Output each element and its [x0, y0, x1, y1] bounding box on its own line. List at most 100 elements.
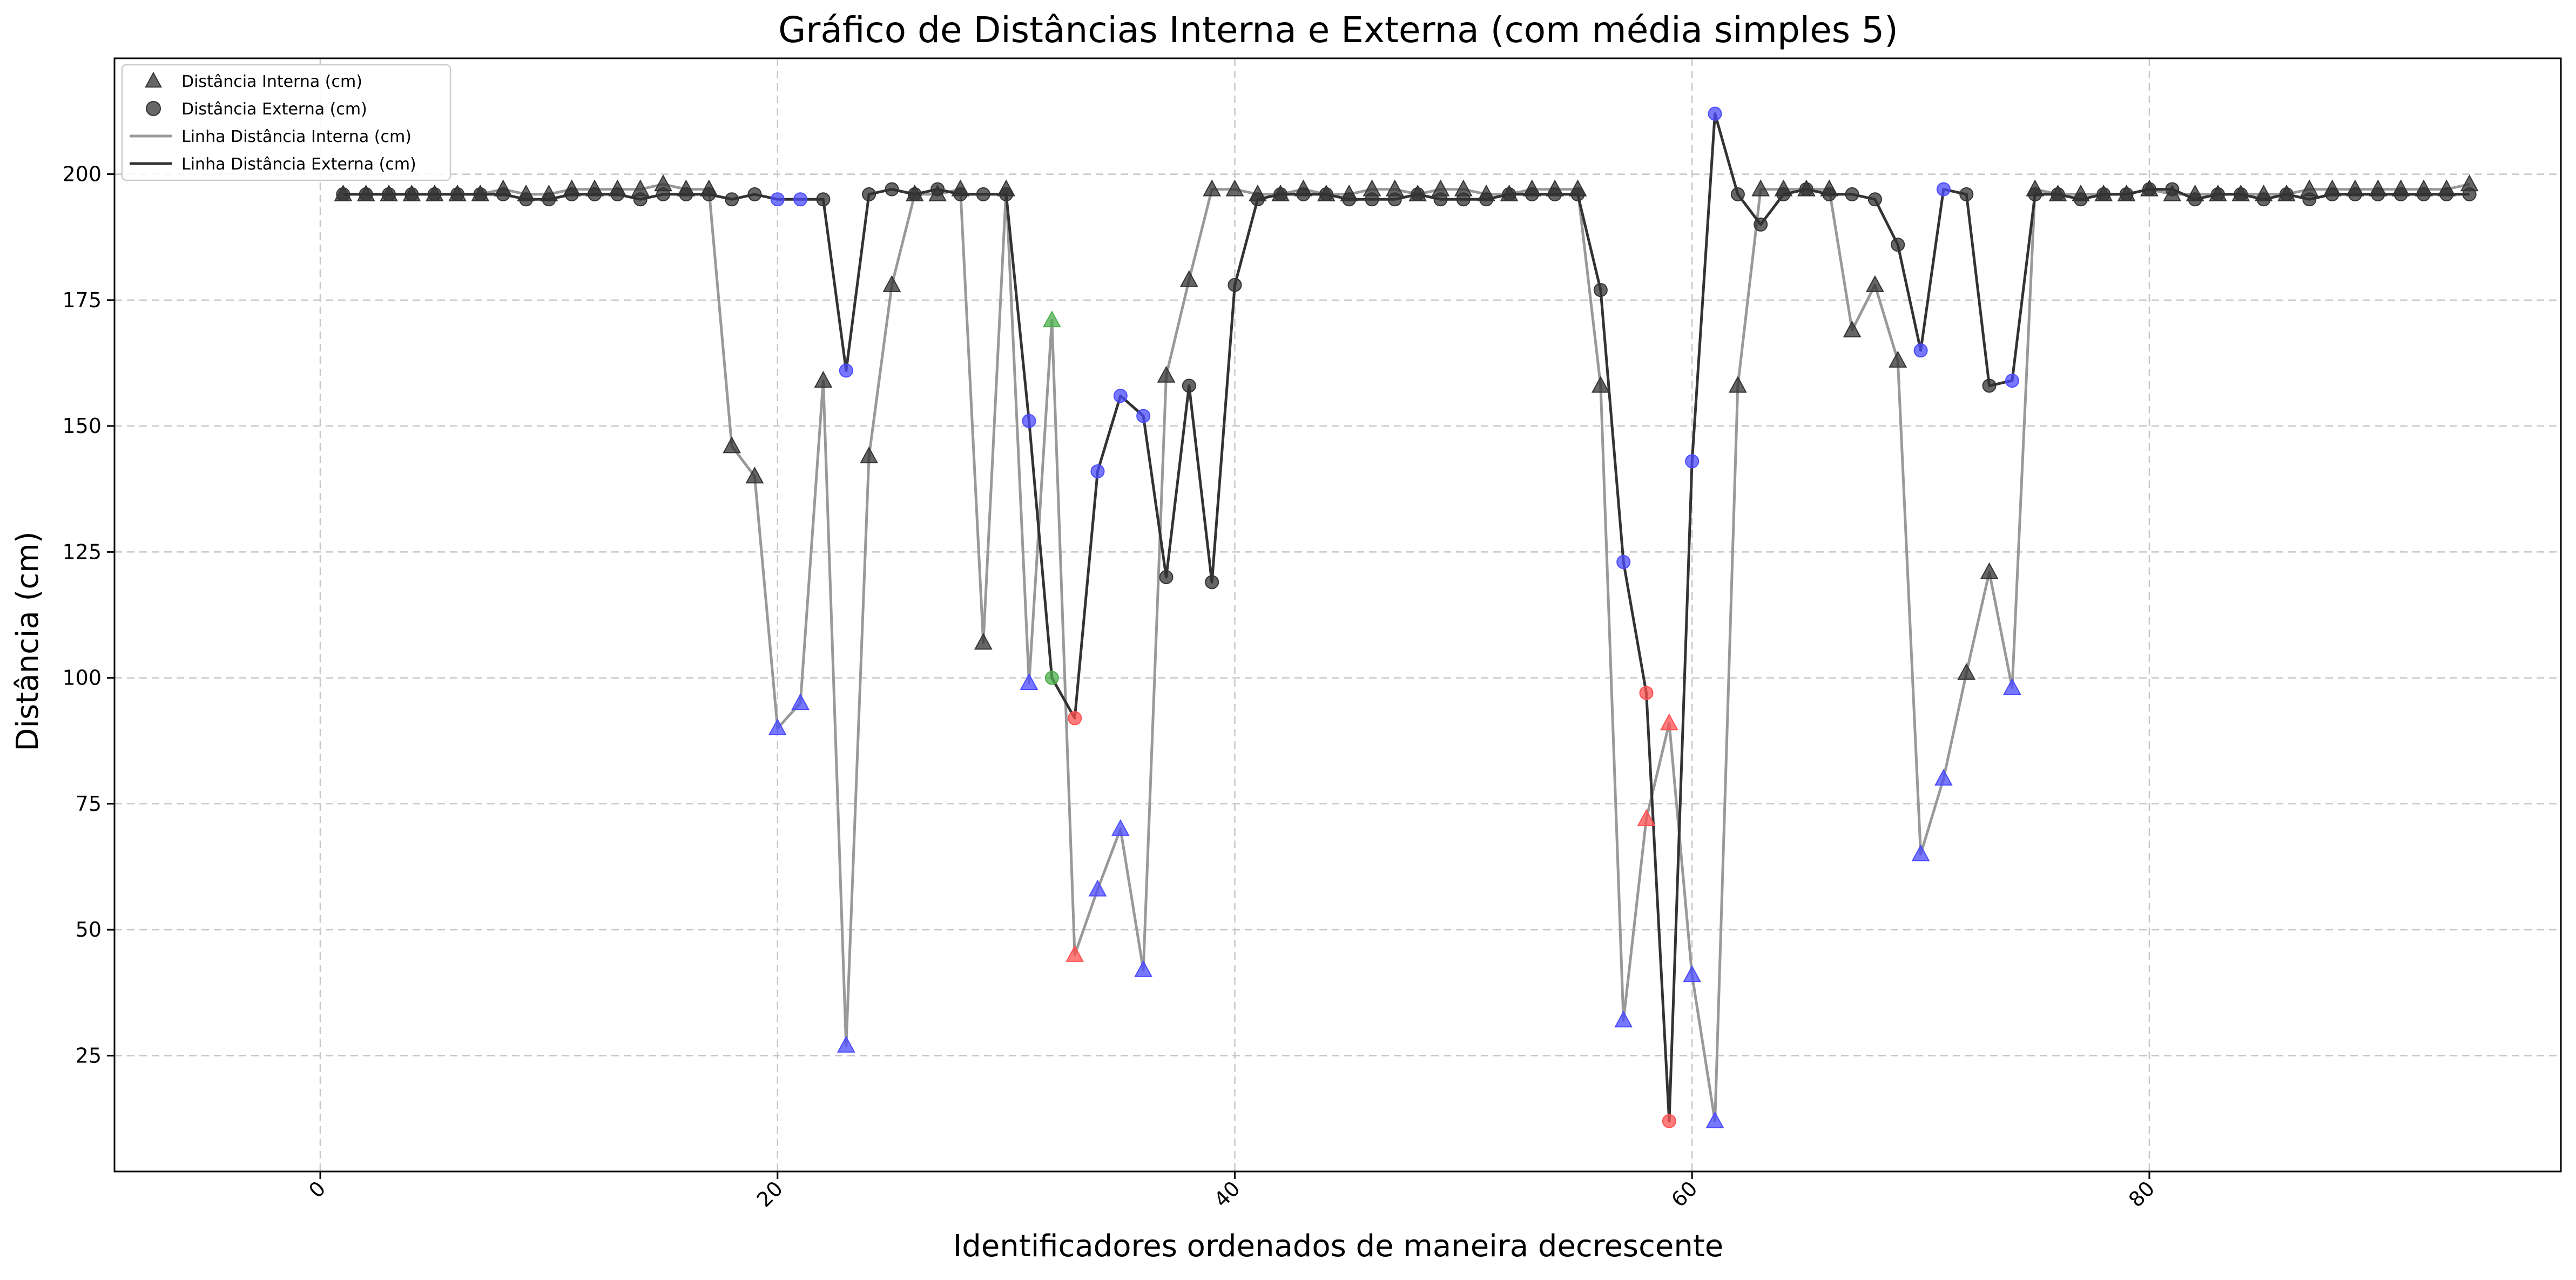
marker-externa — [702, 187, 716, 201]
marker-externa — [747, 187, 762, 201]
y-tick-label: 125 — [62, 540, 102, 564]
legend-label-externa-line: Linha Distância Externa (cm) — [181, 155, 416, 174]
marker-externa — [1411, 187, 1425, 201]
marker-externa — [885, 182, 899, 197]
marker-externa — [1913, 343, 1928, 358]
marker-externa — [2348, 187, 2362, 201]
marker-interna — [1134, 960, 1153, 977]
marker-externa — [976, 187, 990, 201]
y-tick-label: 200 — [62, 162, 102, 186]
marker-externa — [2096, 187, 2111, 201]
marker-interna — [814, 371, 833, 388]
y-tick-label: 100 — [62, 666, 102, 690]
marker-externa — [1205, 575, 1219, 590]
marker-externa — [2210, 187, 2225, 201]
marker-externa — [2073, 192, 2088, 207]
marker-externa — [1730, 187, 1745, 201]
marker-externa — [1113, 389, 1128, 403]
y-tick-label: 25 — [76, 1044, 102, 1067]
legend-label-interna-line: Linha Distância Interna (cm) — [181, 127, 412, 146]
marker-externa — [2119, 187, 2134, 201]
legend-handle-externa-markers — [146, 101, 161, 116]
marker-externa — [336, 187, 350, 201]
marker-interna — [1111, 819, 1130, 836]
marker-externa — [839, 363, 853, 378]
marker-interna — [1934, 769, 1953, 786]
marker-externa — [1548, 187, 1562, 201]
y-tick-label: 150 — [62, 414, 102, 438]
marker-interna — [882, 275, 901, 292]
marker-interna — [1591, 376, 1610, 393]
legend-label-interna-markers: Distância Interna (cm) — [181, 72, 362, 91]
marker-externa — [2005, 374, 2019, 388]
marker-externa — [404, 187, 419, 201]
marker-externa — [382, 187, 396, 201]
marker-externa — [1044, 671, 1059, 685]
marker-interna — [1042, 310, 1061, 328]
marker-externa — [359, 187, 373, 201]
marker-externa — [1662, 1114, 1676, 1128]
marker-externa — [633, 192, 648, 207]
marker-externa — [2234, 187, 2248, 201]
marker-externa — [427, 187, 442, 201]
marker-externa — [2325, 187, 2339, 201]
marker-externa — [1296, 187, 1311, 201]
marker-externa — [2462, 187, 2477, 201]
legend-handle-interna-markers — [145, 71, 162, 88]
marker-externa — [473, 187, 488, 201]
marker-externa — [1433, 192, 1448, 207]
marker-externa — [1159, 570, 1174, 585]
marker-externa — [2165, 182, 2180, 197]
marker-externa — [496, 187, 510, 201]
marker-externa — [450, 187, 465, 201]
marker-externa — [1936, 182, 1951, 197]
marker-interna — [1020, 673, 1039, 690]
marker-externa — [1982, 378, 1997, 393]
marker-interna — [1705, 1111, 1724, 1128]
y-tick-label: 75 — [76, 792, 102, 816]
marker-externa — [1593, 283, 1608, 297]
marker-externa — [2302, 192, 2317, 207]
marker-interna — [745, 466, 764, 484]
series-line-externa — [343, 112, 2470, 1123]
marker-interna — [1637, 809, 1656, 826]
marker-interna — [1751, 179, 1770, 197]
marker-externa — [1342, 192, 1357, 207]
marker-externa — [1228, 277, 1242, 292]
axes-frame — [113, 57, 2562, 1173]
marker-interna — [2003, 678, 2021, 695]
marker-externa — [862, 187, 876, 201]
marker-interna — [860, 446, 878, 464]
marker-externa — [2142, 182, 2156, 197]
marker-interna — [1843, 320, 1862, 337]
marker-externa — [907, 187, 922, 201]
marker-interna — [1614, 1010, 1633, 1028]
marker-externa — [564, 187, 579, 201]
marker-externa — [1639, 686, 1654, 700]
marker-externa — [930, 182, 945, 197]
marker-externa — [2279, 187, 2294, 201]
marker-externa — [1090, 464, 1105, 479]
marker-interna — [1889, 350, 1907, 368]
marker-externa — [1136, 409, 1151, 423]
marker-externa — [1250, 192, 1265, 207]
marker-externa — [1616, 555, 1631, 570]
marker-externa — [542, 192, 556, 207]
marker-interna — [837, 1035, 855, 1053]
marker-externa — [679, 187, 693, 201]
x-axis-label: Identificadores ordenados de maneira dec… — [953, 1229, 1724, 1264]
marker-externa — [2371, 187, 2385, 201]
marker-externa — [1867, 192, 1882, 207]
marker-externa — [1273, 187, 1288, 201]
marker-interna — [1957, 663, 1976, 680]
marker-externa — [1387, 192, 1402, 207]
marker-externa — [1365, 192, 1379, 207]
marker-externa — [1799, 182, 1813, 197]
marker-externa — [793, 192, 808, 207]
marker-externa — [1570, 187, 1585, 201]
y-axis-label: Distância (cm) — [10, 531, 45, 751]
marker-externa — [1479, 192, 1494, 207]
legend: Distância Interna (cm) Distância Externa… — [121, 64, 451, 181]
marker-externa — [1182, 378, 1196, 393]
